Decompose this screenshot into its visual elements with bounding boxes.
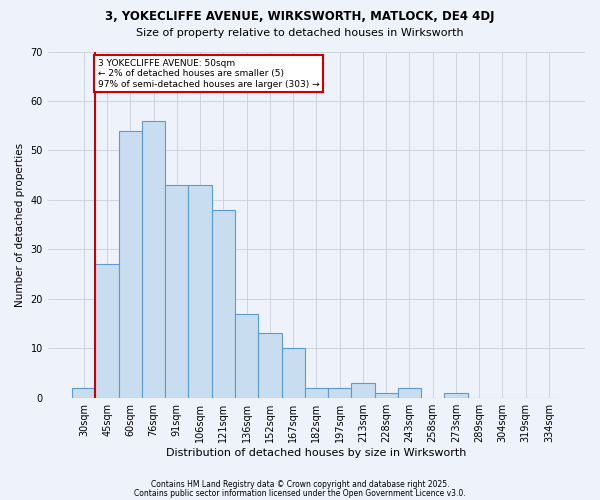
Text: Contains public sector information licensed under the Open Government Licence v3: Contains public sector information licen… [134, 490, 466, 498]
Bar [351, 383, 374, 398]
Bar [119, 130, 142, 398]
Bar [142, 120, 165, 398]
Text: Contains HM Land Registry data © Crown copyright and database right 2025.: Contains HM Land Registry data © Crown c… [151, 480, 449, 489]
Bar [305, 388, 328, 398]
Bar [328, 388, 351, 398]
Bar [165, 185, 188, 398]
Bar [212, 210, 235, 398]
Bar [188, 185, 212, 398]
Bar [258, 334, 281, 398]
Bar [95, 264, 119, 398]
Bar [235, 314, 258, 398]
Text: Size of property relative to detached houses in Wirksworth: Size of property relative to detached ho… [136, 28, 464, 38]
X-axis label: Distribution of detached houses by size in Wirksworth: Distribution of detached houses by size … [166, 448, 467, 458]
Text: 3 YOKECLIFFE AVENUE: 50sqm
← 2% of detached houses are smaller (5)
97% of semi-d: 3 YOKECLIFFE AVENUE: 50sqm ← 2% of detac… [98, 59, 319, 88]
Y-axis label: Number of detached properties: Number of detached properties [15, 142, 25, 306]
Bar [281, 348, 305, 398]
Bar [72, 388, 95, 398]
Bar [445, 393, 467, 398]
Bar [398, 388, 421, 398]
Text: 3, YOKECLIFFE AVENUE, WIRKSWORTH, MATLOCK, DE4 4DJ: 3, YOKECLIFFE AVENUE, WIRKSWORTH, MATLOC… [105, 10, 495, 23]
Bar [374, 393, 398, 398]
